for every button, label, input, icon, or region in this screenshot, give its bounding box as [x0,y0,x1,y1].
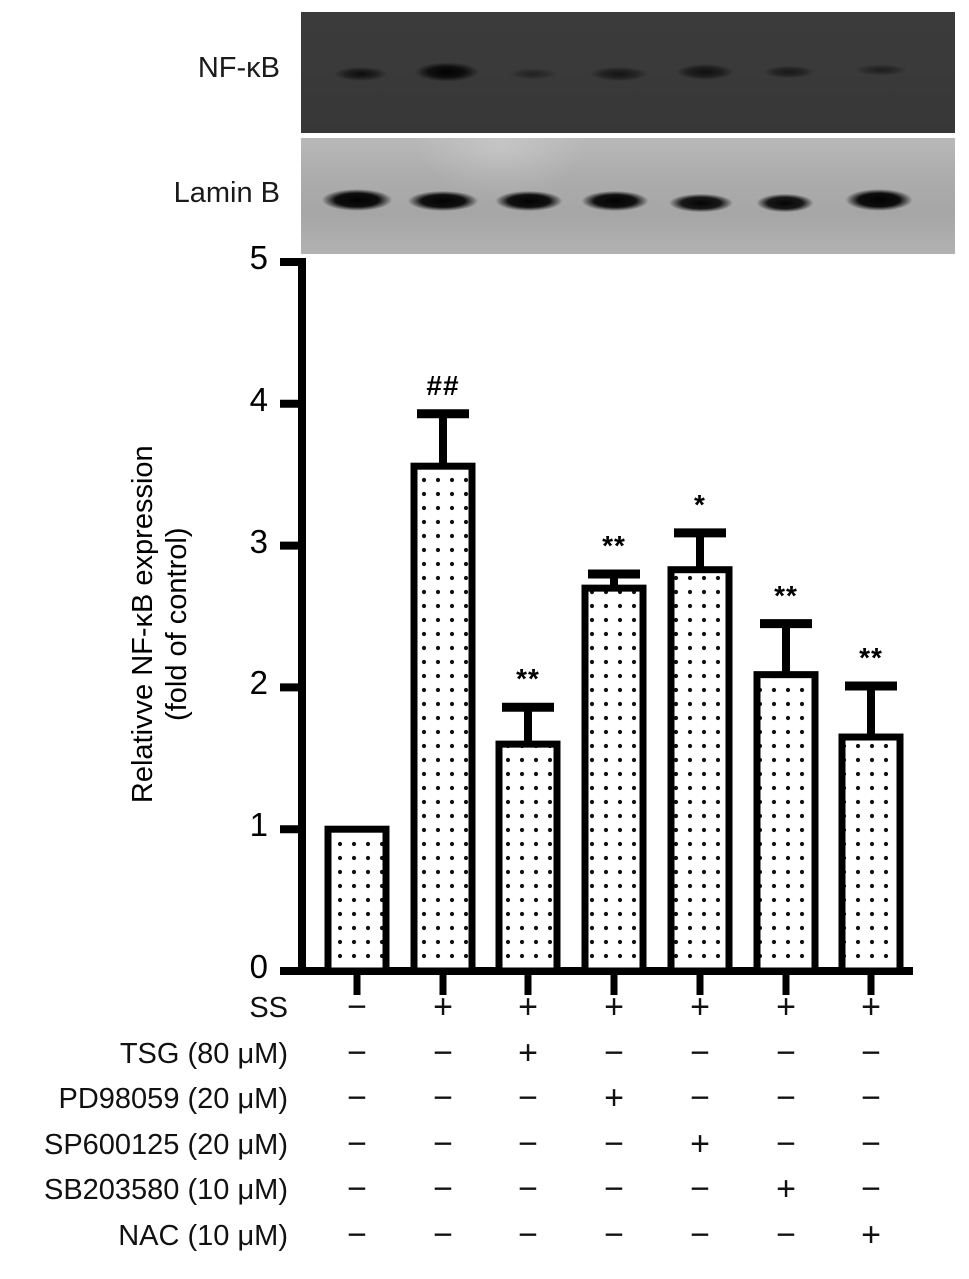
condition-mark-r1-c2: + [433,988,453,1026]
bar-group-1 [324,825,390,975]
condition-mark-r2-c2: − [433,1033,453,1072]
blot-label-laminb: Lamin B [173,177,280,209]
condition-mark-r4-c4: − [604,1124,624,1163]
blot-label-nfkb: NF-κB [197,52,280,84]
bar-1[interactable] [324,825,390,975]
bar-2[interactable] [410,462,476,975]
condition-mark-r5-c1: − [347,1170,367,1208]
condition-mark-r4-c5: + [690,1124,710,1163]
condition-mark-r5-c3: − [518,1170,538,1208]
y-tick-label-2: 2 [249,664,268,702]
condition-mark-r6-c1: − [347,1215,367,1254]
bar-group-7 [838,681,904,975]
bar-group-2 [410,409,476,975]
y-tick-label-0: 0 [249,948,268,985]
error-bar-4 [588,569,640,589]
condition-mark-r3-c6: − [776,1079,796,1117]
condition-mark-r2-c1: − [347,1033,367,1072]
significance-marker-2: ## [426,369,460,401]
y-tick-label-4: 4 [249,380,268,418]
condition-mark-r6-c3: − [518,1215,538,1254]
error-bar-3 [502,702,554,745]
condition-mark-r2-c4: − [604,1033,624,1072]
blot-panel-laminb [301,138,955,254]
bar-6[interactable] [753,671,819,975]
y-tick-label-1: 1 [249,806,268,844]
condition-mark-r5-c2: − [433,1170,453,1208]
bar-4[interactable] [581,584,647,975]
error-bar-2 [417,409,469,467]
condition-mark-r4-c7: − [861,1124,881,1163]
y-axis-title: Relativve NF-κB expression (fold of cont… [126,314,194,934]
bar-3[interactable] [495,740,561,975]
bar-group-5 [667,528,733,975]
error-bar-5 [674,528,726,570]
blot-panel-nfkb [301,12,955,133]
condition-mark-r1-c4: + [604,988,624,1026]
significance-marker-4: ** [602,529,626,561]
condition-mark-r1-c7: + [861,988,881,1026]
y-tick-label-3: 3 [249,522,268,560]
condition-mark-r6-c7: + [861,1215,881,1254]
condition-row-label-4: SP600125 (20 μM) [43,1128,288,1161]
condition-mark-r2-c6: − [776,1033,796,1072]
condition-mark-r1-c6: + [776,988,796,1026]
condition-mark-r3-c7: − [861,1079,881,1117]
condition-row-label-5: SB203580 (10 μM) [43,1174,288,1206]
condition-mark-r6-c5: − [690,1215,710,1254]
condition-mark-r3-c2: − [433,1079,453,1117]
condition-mark-r5-c4: − [604,1170,624,1208]
condition-mark-r6-c2: − [433,1215,453,1254]
condition-row-label-1: SS [249,992,288,1024]
condition-mark-r3-c4: + [604,1079,624,1117]
condition-row-label-2: TSG (80 μM) [119,1037,288,1070]
error-bar-6 [760,619,812,675]
significance-marker-3: ** [516,663,540,695]
condition-mark-r2-c7: − [861,1033,881,1072]
y-axis-title-line1: Relativve NF-κB expression [126,445,159,804]
condition-mark-r4-c3: − [518,1124,538,1163]
bar-group-6 [753,619,819,975]
significance-marker-7: ** [859,641,883,673]
bar-group-4 [581,569,647,975]
bar-group-3 [495,702,561,975]
significance-marker-5: * [694,488,706,520]
condition-mark-r3-c5: − [690,1079,710,1117]
condition-row-label-6: NAC (10 μM) [118,1219,288,1252]
condition-mark-r4-c6: − [776,1124,796,1163]
condition-mark-r4-c2: − [433,1124,453,1163]
condition-row-label-3: PD98059 (20 μM) [58,1083,288,1115]
condition-mark-r3-c1: − [347,1079,367,1117]
condition-mark-r3-c3: − [518,1079,538,1117]
condition-mark-r4-c1: − [347,1124,367,1163]
y-axis-title-line2: (fold of control) [161,527,193,721]
condition-mark-r1-c5: + [690,988,710,1026]
condition-mark-r6-c6: − [776,1215,796,1254]
condition-mark-r1-c3: + [518,988,538,1026]
condition-mark-r1-c1: − [347,988,367,1026]
bar-5[interactable] [667,566,733,975]
condition-mark-r2-c3: + [518,1033,538,1072]
condition-mark-r5-c6: + [776,1170,796,1208]
condition-mark-r5-c5: − [690,1170,710,1208]
significance-marker-6: ** [774,579,798,611]
error-bar-7 [845,681,897,738]
condition-mark-r2-c5: − [690,1033,710,1072]
bar-7[interactable] [838,733,904,975]
condition-mark-r5-c7: − [861,1170,881,1208]
y-tick-label-5: 5 [249,239,268,276]
condition-mark-r6-c4: − [604,1215,624,1254]
